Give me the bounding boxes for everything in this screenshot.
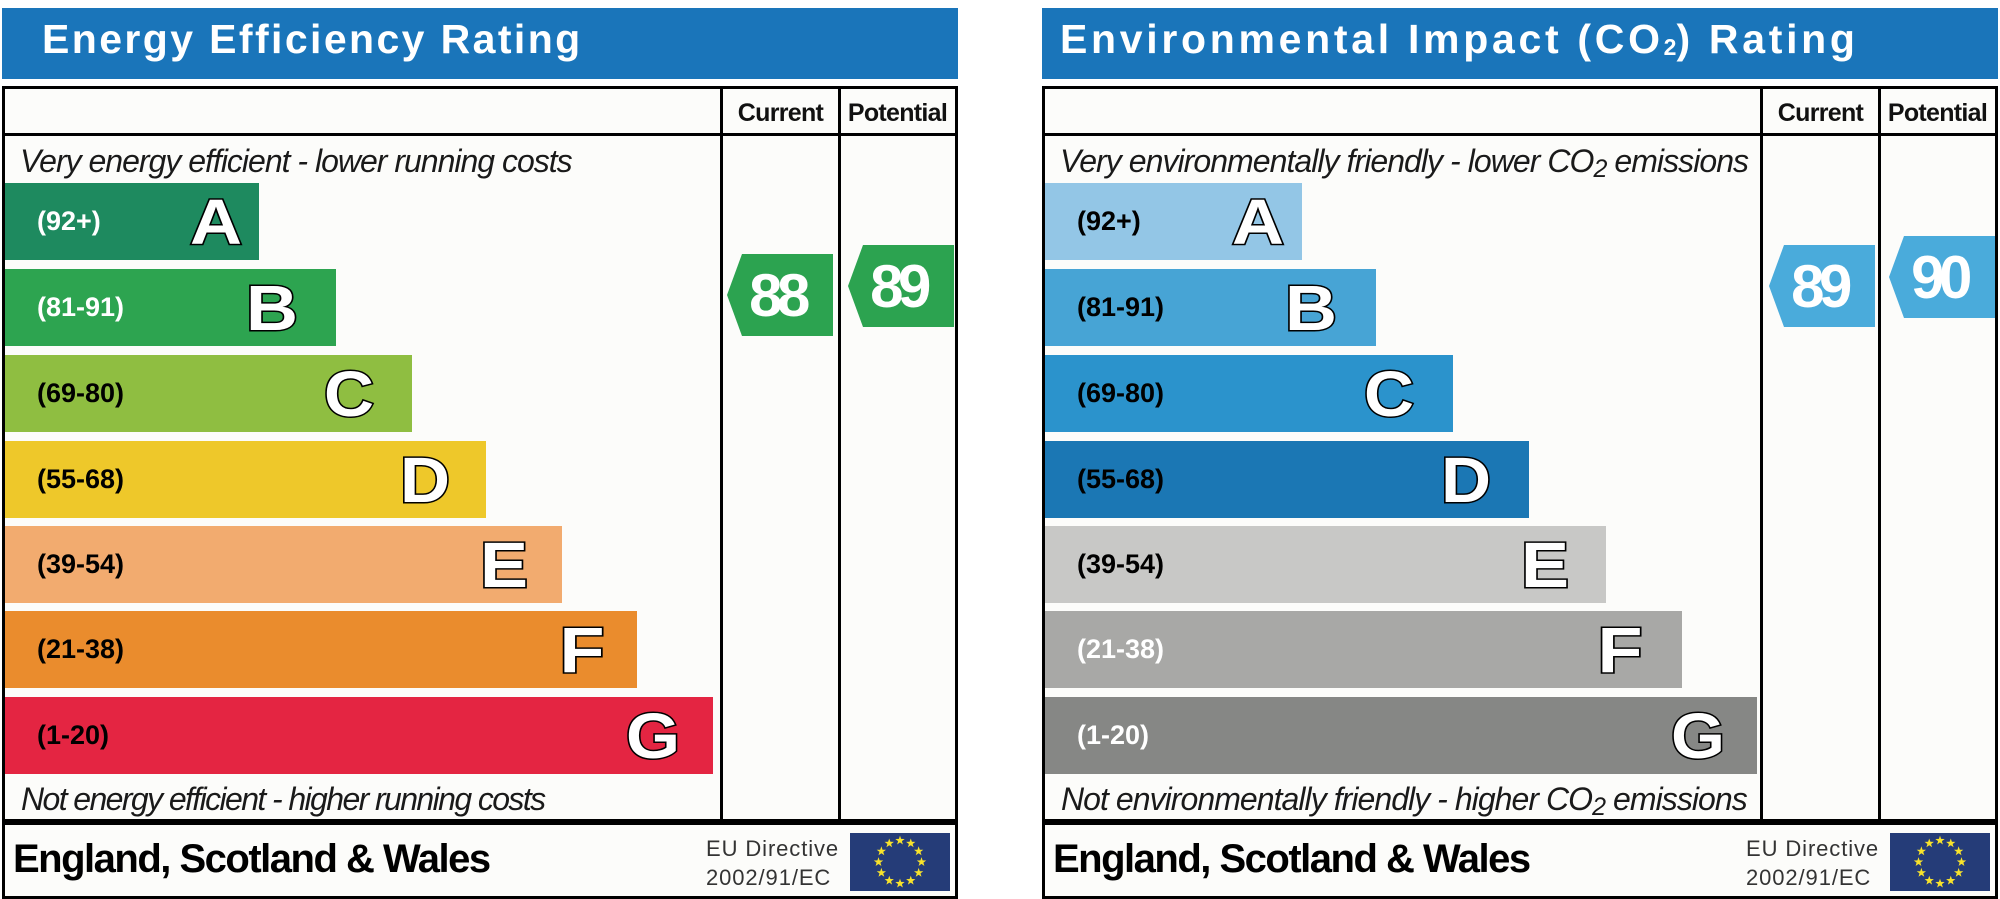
svg-text:88: 88 (749, 262, 809, 329)
svg-text:A: A (1232, 186, 1284, 258)
svg-text:B: B (246, 272, 298, 344)
svg-text:F: F (560, 614, 605, 686)
svg-text:F: F (1598, 614, 1643, 686)
svg-text:90: 90 (1911, 244, 1970, 311)
svg-text:G: G (1671, 700, 1725, 772)
svg-text:G: G (626, 700, 680, 772)
svg-text:89: 89 (870, 253, 930, 320)
svg-text:89: 89 (1791, 253, 1851, 320)
svg-text:C: C (1364, 358, 1414, 430)
svg-text:D: D (1441, 444, 1491, 516)
svg-text:C: C (324, 358, 374, 430)
svg-text:D: D (400, 444, 450, 516)
svg-text:B: B (1285, 272, 1337, 344)
svg-text:E: E (480, 529, 528, 601)
svg-text:E: E (1521, 529, 1569, 601)
svg-text:A: A (190, 186, 242, 258)
